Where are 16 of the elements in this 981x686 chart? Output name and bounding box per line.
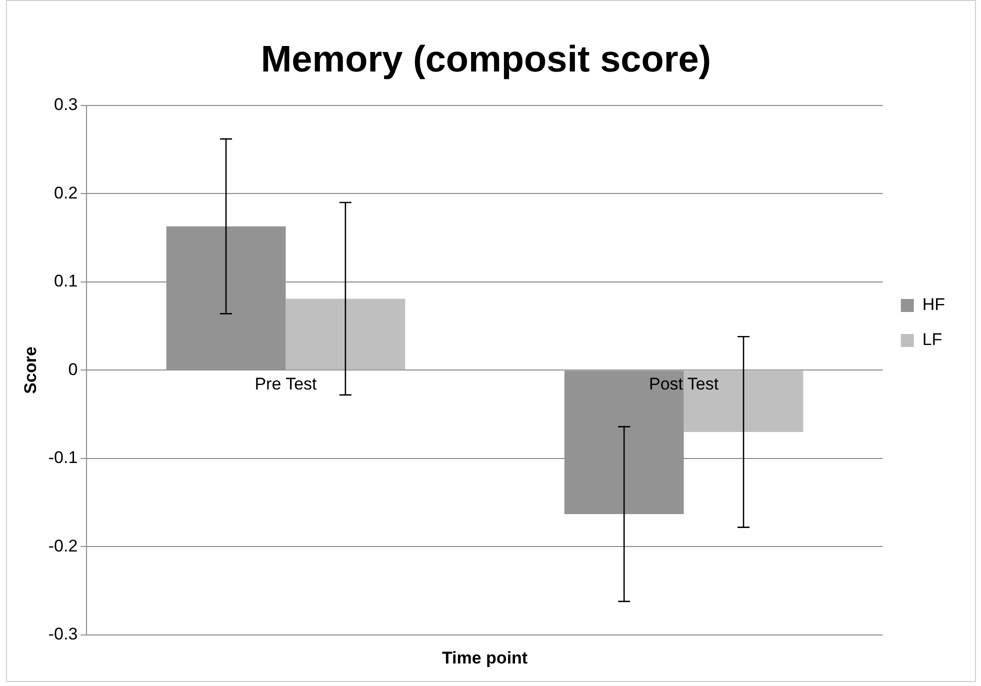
y-tick-label: 0 — [68, 360, 78, 379]
chart-title: Memory (composit score) — [260, 38, 712, 80]
bar — [286, 298, 406, 370]
x-tick-label: Post Test — [648, 374, 719, 394]
x-axis-title: Time point — [442, 648, 528, 668]
y-tick-label: 0.3 — [54, 95, 78, 114]
y-tick-label: -0.2 — [48, 536, 78, 556]
y-tick-label: 0.1 — [54, 272, 78, 291]
legend-label: LF — [922, 330, 942, 350]
y-axis-title: Score — [20, 346, 40, 394]
y-tick-label: -0.1 — [48, 448, 78, 468]
y-tick-label: 0.2 — [54, 183, 78, 202]
y-tick-label: -0.3 — [48, 624, 78, 644]
bar — [684, 370, 804, 432]
x-tick-label: Pre Test — [254, 374, 318, 394]
legend-label: HF — [922, 295, 946, 314]
